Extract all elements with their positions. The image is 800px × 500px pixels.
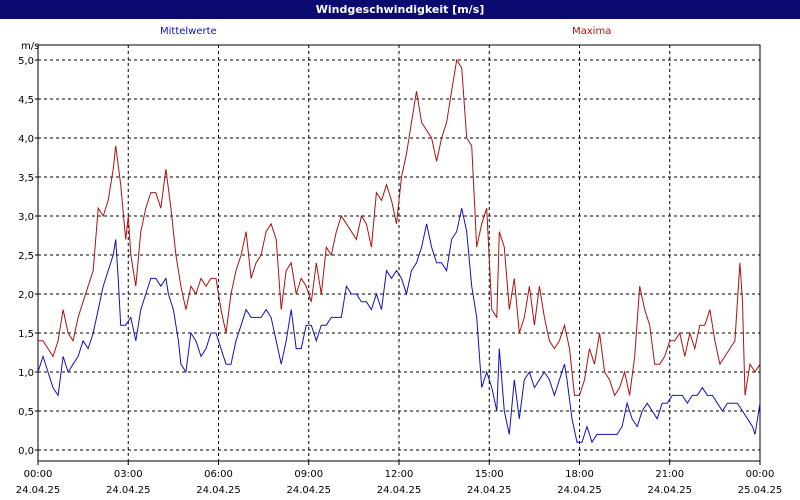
x-tick-time: 18:00 (565, 469, 594, 480)
x-tick-time: 00:00 (24, 469, 53, 480)
series-line-maxima (38, 58, 761, 397)
x-tick-date: 24.04.25 (557, 485, 602, 496)
plot-frame (37, 44, 761, 462)
y-tick-label: 0,5 (18, 407, 34, 418)
x-tick-date: 24.04.25 (16, 485, 61, 496)
y-tick-label: 4,5 (18, 95, 34, 106)
y-axis-unit: m/s (21, 41, 39, 52)
x-tick-time: 03:00 (114, 469, 143, 480)
x-tick-date: 24.04.25 (286, 485, 331, 496)
x-tick-date: 24.04.25 (106, 485, 151, 496)
x-tick-date: 24.04.25 (647, 485, 692, 496)
x-tick-time: 09:00 (294, 469, 323, 480)
x-tick-time: 21:00 (655, 469, 684, 480)
y-tick-label: 4,0 (18, 134, 34, 145)
x-tick-time: 15:00 (475, 469, 504, 480)
grid (38, 45, 760, 461)
x-tick-time: 12:00 (385, 469, 414, 480)
y-tick-label: 5,0 (18, 56, 34, 67)
y-tick-label: 1,5 (18, 329, 34, 340)
y-tick-label: 2,5 (18, 251, 34, 262)
x-tick-date: 24.04.25 (196, 485, 241, 496)
y-tick-label: 3,0 (18, 212, 34, 223)
x-tick-time: 00:00 (746, 469, 775, 480)
y-tick-label: 0,0 (18, 446, 34, 457)
x-tick-date: 24.04.25 (467, 485, 512, 496)
x-tick-date: 24.04.25 (377, 485, 422, 496)
ticks: 0,0 0,5 1,0 1,5 2,0 2,5 3,0 3,5 4,0 4,5 5,0 00:00 24… (16, 56, 783, 496)
series-line-mittelwerte (37, 208, 761, 444)
y-tick-label: 1,0 (18, 368, 34, 379)
x-tick-date: 25.04.25 (738, 485, 783, 496)
series-group (37, 58, 761, 444)
chart-title: Windgeschwindigkeit [m/s] (0, 0, 800, 19)
legend-maxima: Maxima (572, 26, 612, 37)
y-tick-label: 2,0 (18, 290, 34, 301)
x-tick-time: 06:00 (204, 469, 233, 480)
y-tick-label: 3,5 (18, 173, 34, 184)
legend-mittelwerte: Mittelwerte (160, 26, 217, 37)
